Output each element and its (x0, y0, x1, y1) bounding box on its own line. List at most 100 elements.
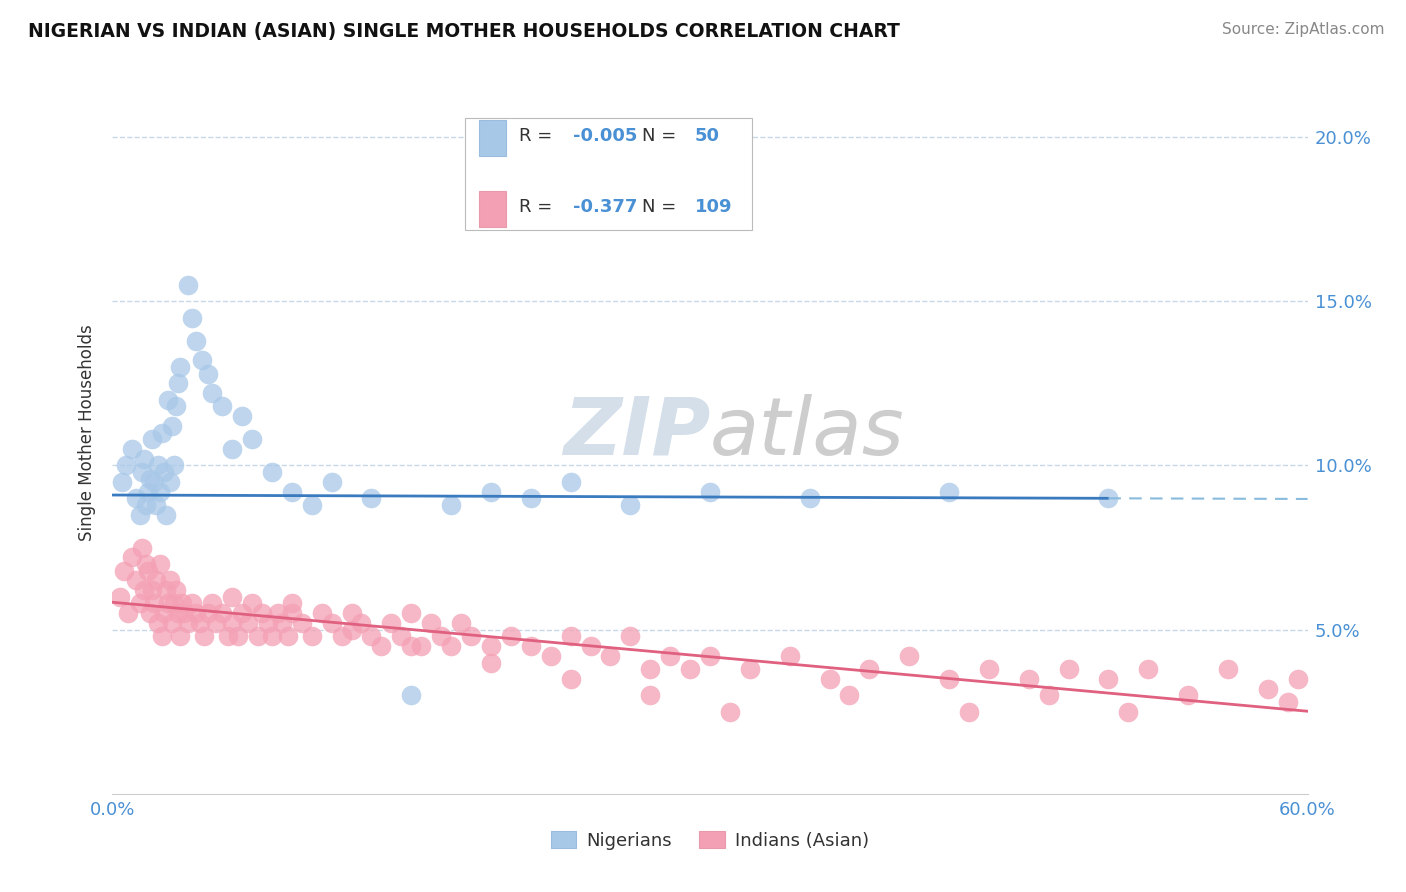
Point (560, 629, 582, 643)
Point (159, 475, 181, 489)
Point (270, 616, 292, 631)
Point (1257, 681, 1279, 696)
Point (221, 616, 243, 631)
Point (281, 596, 304, 610)
Text: NIGERIAN VS INDIAN (ASIAN) SINGLE MOTHER HOUSEHOLDS CORRELATION CHART: NIGERIAN VS INDIAN (ASIAN) SINGLE MOTHER… (28, 22, 900, 41)
Point (150, 425, 173, 440)
FancyBboxPatch shape (465, 119, 752, 230)
Text: -0.005: -0.005 (572, 128, 637, 145)
Point (153, 465, 176, 479)
Point (246, 629, 269, 643)
Point (111, 475, 134, 489)
Point (167, 607, 190, 621)
Point (139, 607, 162, 621)
Point (340, 607, 363, 621)
Point (221, 442, 243, 456)
Point (267, 607, 290, 621)
Text: atlas: atlas (710, 393, 905, 472)
Point (401, 607, 423, 621)
Point (211, 607, 233, 621)
Point (188, 616, 211, 631)
Point (640, 662, 662, 676)
Point (520, 491, 543, 506)
Point (149, 557, 172, 571)
Point (520, 639, 543, 653)
Point (125, 574, 148, 588)
Point (479, 639, 502, 653)
Point (173, 607, 195, 621)
Point (1286, 672, 1309, 686)
Point (191, 353, 214, 368)
Point (121, 550, 143, 565)
Text: 109: 109 (695, 198, 733, 216)
Point (135, 557, 157, 571)
Point (977, 662, 1000, 676)
Point (321, 475, 343, 489)
Point (1277, 695, 1299, 709)
Point (143, 596, 166, 610)
Text: R =: R = (519, 128, 558, 145)
Point (163, 596, 186, 610)
Point (141, 432, 163, 446)
Point (159, 574, 181, 588)
Point (169, 629, 191, 643)
Point (134, 451, 156, 466)
FancyBboxPatch shape (479, 191, 506, 227)
Point (257, 616, 280, 631)
Point (679, 662, 702, 676)
Point (389, 629, 412, 643)
Point (167, 376, 190, 391)
Point (157, 392, 180, 407)
Point (350, 616, 373, 631)
Point (560, 475, 582, 489)
Point (115, 458, 138, 473)
Point (110, 590, 132, 604)
Point (779, 648, 801, 663)
Text: ZIP: ZIP (562, 393, 710, 472)
Point (149, 484, 172, 499)
Point (240, 596, 263, 610)
Point (163, 458, 186, 473)
Point (291, 616, 314, 631)
Point (440, 639, 463, 653)
Point (197, 367, 219, 381)
Point (1137, 662, 1160, 676)
Point (420, 616, 443, 631)
Point (145, 498, 167, 512)
Point (401, 639, 423, 653)
Point (226, 629, 249, 643)
Point (221, 590, 243, 604)
Point (141, 583, 163, 598)
Point (370, 639, 392, 653)
Point (131, 465, 153, 479)
Point (1177, 689, 1199, 703)
Text: Source: ZipAtlas.com: Source: ZipAtlas.com (1222, 22, 1385, 37)
Point (479, 656, 502, 670)
Point (162, 616, 183, 631)
Y-axis label: Single Mother Households: Single Mother Households (77, 325, 96, 541)
Text: N =: N = (643, 128, 682, 145)
Point (240, 432, 263, 446)
Point (430, 629, 453, 643)
Point (560, 672, 582, 686)
FancyBboxPatch shape (479, 120, 506, 156)
Point (211, 400, 233, 414)
Point (718, 705, 741, 719)
Point (281, 607, 304, 621)
Point (157, 596, 180, 610)
Point (440, 498, 463, 512)
Point (1057, 662, 1080, 676)
Point (139, 472, 162, 486)
Point (125, 491, 148, 506)
Text: -0.377: -0.377 (572, 198, 637, 216)
Point (1018, 672, 1040, 686)
Point (659, 648, 682, 663)
Point (1118, 705, 1140, 719)
Point (450, 616, 472, 631)
Point (1216, 662, 1239, 676)
Point (169, 359, 191, 374)
Point (155, 508, 177, 522)
Point (957, 705, 980, 719)
Point (131, 541, 153, 555)
Point (143, 475, 166, 489)
